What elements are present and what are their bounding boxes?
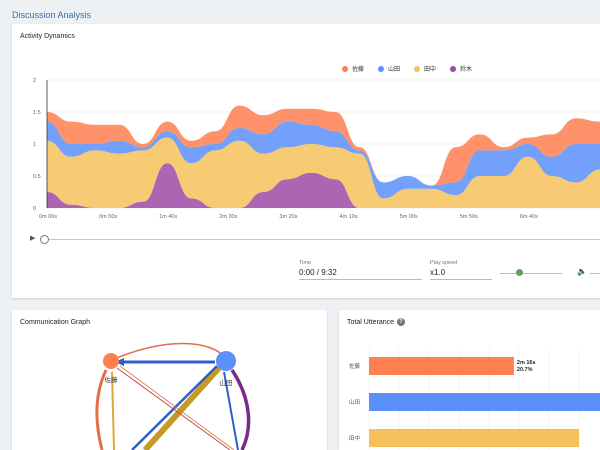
legend-item-tanaka[interactable]: 田中	[414, 64, 436, 73]
y-tick-label: 1.5	[33, 110, 41, 116]
node-label-sato: 佐藤	[105, 375, 119, 384]
legend-swatch	[414, 65, 421, 72]
legend-item-suzuki[interactable]: 鈴木	[450, 64, 472, 73]
node-yamada	[216, 351, 236, 371]
edge-yamada-down-right	[230, 369, 251, 450]
legend-swatch	[378, 65, 385, 72]
timeline-knob[interactable]	[40, 235, 49, 244]
legend-swatch	[342, 65, 348, 72]
edge-cross-red	[116, 367, 231, 450]
utterance-label: 山田	[349, 398, 360, 406]
edge-cross-blue	[131, 365, 218, 450]
play-icon[interactable]: ▶	[30, 235, 36, 242]
series-area-山田	[47, 121, 600, 199]
x-tick-label: 2m 30s	[219, 214, 237, 220]
chart-legend: 佐藤 山田 田中 鈴木	[342, 64, 472, 73]
total-utterance-title: Total Utterance	[347, 319, 395, 326]
activity-dynamics-title: Activity Dynamics	[20, 33, 75, 40]
x-tick-label: 5m 00s	[400, 214, 418, 220]
legend-label: 佐藤	[352, 67, 365, 73]
node-sato	[103, 353, 119, 369]
legend-label: 田中	[424, 67, 437, 73]
legend-item-yamada[interactable]: 山田	[378, 64, 400, 73]
x-tick-label: 0m 00s	[39, 214, 57, 220]
time-field[interactable]: 0:00 / 9:32	[299, 267, 422, 280]
speed-label: Play speed	[430, 260, 458, 266]
utterance-bar-田中	[369, 429, 579, 447]
y-tick-label: 0	[33, 206, 36, 212]
utterance-label: 田中	[349, 434, 360, 442]
communication-graph-card: Communication Graph 佐藤 山田	[12, 310, 327, 450]
x-tick-label: 0m 50s	[99, 214, 117, 220]
x-tick-label: 4m 10s	[340, 214, 358, 220]
speed-slider-knob[interactable]	[516, 269, 523, 276]
utterance-bar-佐藤	[369, 357, 514, 375]
legend-label: 鈴木	[460, 67, 473, 73]
communication-graph: 佐藤 山田	[95, 342, 251, 450]
y-tick-label: 1	[33, 142, 36, 148]
y-tick-label: 0.5	[33, 174, 41, 180]
edge-sato-yamada-top	[111, 342, 228, 361]
utterance-pct-label: 20.7%	[517, 367, 533, 373]
help-icon[interactable]: ?	[397, 318, 405, 326]
series-area-田中	[47, 137, 600, 208]
edge-yamada-down-blue	[223, 371, 239, 450]
y-tick-label: 2	[33, 78, 36, 84]
node-label-yamada: 山田	[220, 378, 233, 387]
series-area-佐藤	[47, 105, 600, 186]
edge-cross-red-2	[119, 365, 235, 450]
edge-sato-down-left	[95, 369, 108, 450]
utterance-value-label: 2m 16s	[517, 360, 536, 366]
total-utterance-card: Total Utterance ? 佐藤 2m 16s 20.7% 山田田中	[339, 310, 600, 450]
utterance-bar-山田	[369, 393, 600, 411]
edge-arrowhead	[115, 358, 124, 366]
timeline-track[interactable]	[44, 239, 600, 240]
activity-dynamics-card: Activity Dynamics 0 0.5 1 1.5 2 0m 00s 0m 50s 1…	[12, 24, 600, 298]
x-tick-label: 6m 40s	[520, 214, 538, 220]
volume-icon[interactable]: 🔈	[577, 267, 587, 276]
volume-slider-track[interactable]	[590, 273, 600, 274]
speed-field[interactable]: x1.0	[430, 267, 492, 280]
legend-swatch	[450, 65, 457, 72]
app-title: Discussion Analysis	[12, 10, 92, 20]
communication-graph-title: Communication Graph	[20, 319, 91, 326]
legend-item-sato[interactable]: 佐藤	[342, 64, 364, 73]
legend-label: 山田	[388, 67, 401, 73]
x-tick-label: 5m 50s	[460, 214, 478, 220]
series-area-鈴木	[47, 163, 600, 208]
time-label: Time	[299, 260, 312, 266]
x-tick-label: 3m 20s	[279, 214, 297, 220]
x-tick-label: 1m 40s	[159, 214, 177, 220]
utterance-label: 佐藤	[349, 362, 361, 370]
edge-cross-thick	[142, 365, 222, 450]
edge-sato-down-mid	[111, 371, 115, 450]
activity-chart: 0 0.5 1 1.5 2 0m 00s 0m 50s 1m 40s 2m 30s 3m 20s 4…	[33, 78, 600, 220]
speed-slider-track[interactable]	[500, 273, 562, 274]
playback-bar: ▶	[30, 234, 600, 246]
